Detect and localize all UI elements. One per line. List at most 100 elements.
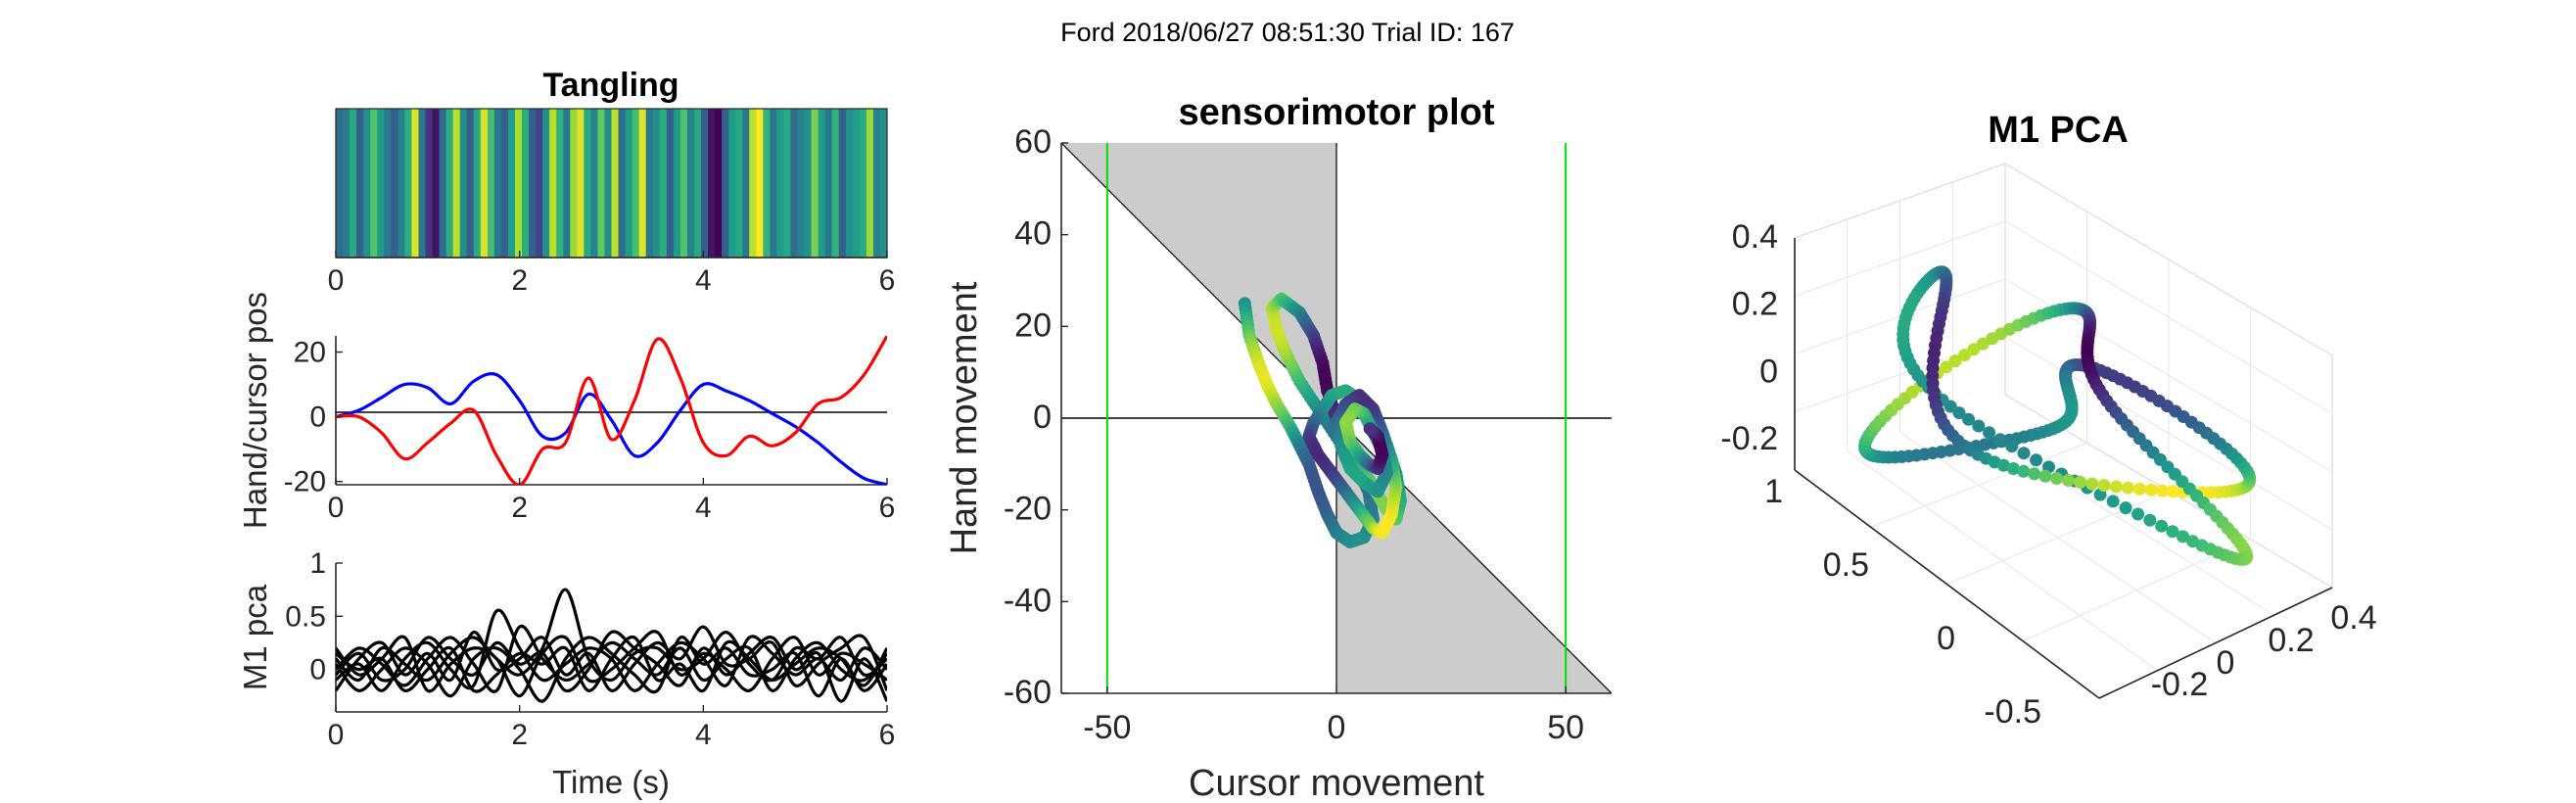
heatmap-cell <box>590 109 599 258</box>
x-tick-label: 0 <box>328 719 345 751</box>
heatmap-cell <box>763 109 771 258</box>
heatmap-cell <box>570 109 578 258</box>
m1pca-3d-point <box>2038 469 2052 483</box>
y-tick-label: 0 <box>309 654 326 686</box>
m1pca-3d-point <box>1993 433 2007 447</box>
heatmap-cell <box>507 109 516 258</box>
m1pca-3d-point <box>2166 485 2179 498</box>
heatmap-cell <box>445 109 454 258</box>
position-y-label: Hand/cursor pos <box>237 292 273 529</box>
x-tick-label: 0.2 <box>2268 622 2314 659</box>
m1pca-3d-point <box>2017 464 2031 478</box>
heatmap-cell <box>549 109 557 258</box>
wall-grid-line <box>2004 220 2333 414</box>
heatmap-cell <box>700 109 709 258</box>
heatmap-cell <box>343 109 351 258</box>
m1pca-3d-point <box>2005 440 2019 453</box>
x-tick-label: 0.4 <box>2330 599 2376 637</box>
x-tick-label: 2 <box>511 264 528 297</box>
heatmap-cell <box>824 109 833 258</box>
heatmap-cell <box>659 109 668 258</box>
heatmap-cell <box>632 109 640 258</box>
sensorimotor-panel: sensorimotor plot -50 0 50 -60 -40 -20 0 20 40 6… <box>944 92 1612 803</box>
m1pca-3d-point <box>2121 481 2134 495</box>
y-tick-label: 0 <box>1937 620 1955 657</box>
heatmap-cell <box>693 109 702 258</box>
x-tick-label: -0.2 <box>2151 666 2209 703</box>
heatmap-cell <box>852 109 861 258</box>
sensorimotor-x-ticks: -50 0 50 <box>1083 686 1584 746</box>
heatmap-cell <box>577 109 585 258</box>
x-tick-label: 4 <box>695 492 712 524</box>
heatmap-cell <box>350 109 357 258</box>
heatmap-cell <box>770 109 777 258</box>
m1pca-3d-point <box>1940 360 1953 374</box>
m1pca-component-line <box>336 635 887 693</box>
heatmap-cell <box>756 109 764 258</box>
heatmap-cell <box>645 109 654 258</box>
m1pca-3d-point <box>2097 479 2111 493</box>
m1pca-3d-point <box>1948 354 1962 368</box>
heatmap-cell <box>432 109 441 258</box>
heatmap-cell <box>493 109 502 258</box>
m1pca-3d-point <box>2030 453 2043 467</box>
heatmap-cell <box>749 109 757 258</box>
y-tick-label: 0 <box>309 402 326 434</box>
m1pca-y-label: M1 pca <box>237 584 273 690</box>
axis-line-x <box>2098 587 2333 699</box>
m1pca-component-line <box>336 625 887 692</box>
heatmap-cell <box>783 109 792 258</box>
heatmap-cell <box>715 109 723 258</box>
heatmap-cell <box>722 109 729 258</box>
sensorimotor-y-ticks: -60 -40 -20 0 20 40 60 <box>1004 123 1068 711</box>
heatmap-cell <box>866 109 874 258</box>
m1pca-3d-point <box>1958 349 1971 362</box>
m1pca-component-line <box>336 588 887 683</box>
x-tick-label: 50 <box>1547 709 1584 746</box>
heatmap-cell <box>377 109 385 258</box>
x-tick-label: 6 <box>879 264 896 297</box>
m1pca-y-ticks: 00.51 <box>285 547 343 686</box>
m1pca-x-label: Time (s) <box>552 764 670 800</box>
heatmap-cell <box>652 109 661 258</box>
heatmap-cell <box>742 109 750 258</box>
heatmap-cell <box>625 109 633 258</box>
heatmap-cell <box>487 109 495 258</box>
y-tick-label: 20 <box>1014 307 1052 344</box>
heatmap-cell <box>418 109 427 258</box>
heatmap-cell <box>363 109 371 258</box>
heatmap-cell <box>522 109 530 258</box>
sensorimotor-points <box>1238 292 1408 548</box>
x-tick-label: 0 <box>328 264 345 297</box>
position-series <box>336 336 887 485</box>
m1pca-3d-point <box>2085 477 2099 491</box>
m1pca-3d-point <box>2017 447 2031 460</box>
sensorimotor-point <box>1363 422 1377 436</box>
heatmap-cell <box>356 109 364 258</box>
heatmap-cell <box>452 109 461 258</box>
m1pca-component-line <box>336 636 887 703</box>
heatmap-cell <box>845 109 854 258</box>
m1pca-3d-title: M1 PCA <box>1988 110 2129 151</box>
heatmap-cell <box>411 109 420 258</box>
y-tick-label: -20 <box>1004 491 1052 528</box>
heatmap-cell <box>336 109 344 258</box>
heatmap-cell <box>391 109 398 258</box>
heatmap-cell <box>480 109 489 258</box>
m1pca-3d-point <box>2144 483 2158 496</box>
heatmap-cell <box>679 109 688 258</box>
x-tick-label: 0 <box>1328 709 1346 746</box>
m1pca-series <box>336 588 887 703</box>
heatmap-cell <box>838 109 847 258</box>
y-tick-label: 1 <box>1764 473 1783 510</box>
floor-grid-line <box>1946 491 2170 585</box>
m1pca-component-line <box>336 624 887 693</box>
m1pca-3d-point <box>2106 495 2120 508</box>
x-tick-label: 2 <box>511 719 528 751</box>
m1pca-component-line <box>336 630 887 703</box>
y-tick-label: 0.5 <box>285 600 326 633</box>
heatmap-cell <box>686 109 695 258</box>
heatmap-cell <box>797 109 806 258</box>
